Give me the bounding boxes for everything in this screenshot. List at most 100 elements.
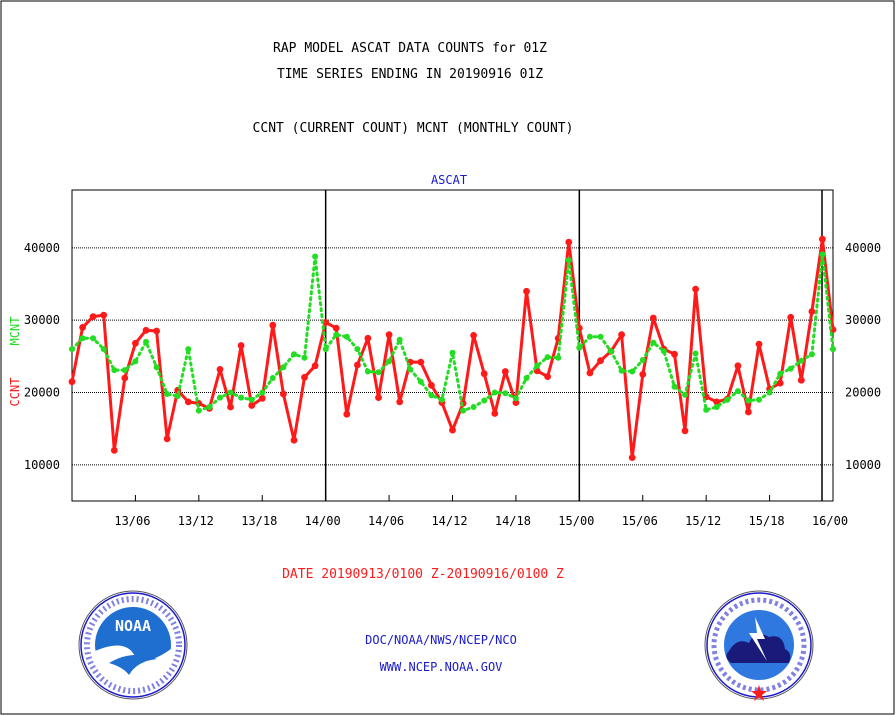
data-point-ccnt bbox=[311, 362, 319, 370]
data-point-mcnt bbox=[259, 389, 266, 396]
date-range: DATE 20190913/0100 Z-20190916/0100 Z bbox=[282, 567, 564, 582]
noaa-logo: NOAA bbox=[78, 590, 188, 700]
data-point-mcnt bbox=[195, 407, 202, 414]
data-point-mcnt bbox=[132, 358, 139, 365]
data-point-ccnt bbox=[797, 376, 805, 384]
y-tick-label-left: 10000 bbox=[24, 458, 60, 472]
y-tick-label-right: 20000 bbox=[845, 386, 881, 400]
x-tick-label: 14/06 bbox=[368, 514, 404, 528]
data-point-mcnt bbox=[650, 339, 657, 346]
data-point-ccnt bbox=[79, 324, 86, 331]
y-tick-label-left: 40000 bbox=[24, 241, 60, 255]
data-point-mcnt bbox=[703, 406, 710, 413]
data-point-mcnt bbox=[734, 388, 741, 395]
data-point-mcnt bbox=[830, 346, 836, 353]
data-point-ccnt bbox=[343, 410, 351, 418]
data-point-mcnt bbox=[576, 344, 583, 351]
y-axis-label-mcnt: MCNT bbox=[8, 317, 22, 346]
data-point-ccnt bbox=[269, 321, 277, 329]
data-point-mcnt bbox=[470, 404, 477, 410]
data-point-mcnt bbox=[512, 395, 519, 402]
data-point-mcnt bbox=[618, 367, 625, 374]
data-point-mcnt bbox=[671, 383, 678, 390]
data-point-ccnt bbox=[565, 238, 573, 246]
data-point-ccnt bbox=[470, 332, 477, 339]
data-point-mcnt bbox=[375, 369, 382, 376]
data-point-mcnt bbox=[766, 389, 773, 396]
noaa-logo-text: NOAA bbox=[115, 617, 151, 635]
data-point-ccnt bbox=[628, 454, 636, 461]
data-point-mcnt bbox=[206, 404, 213, 410]
data-point-mcnt bbox=[756, 396, 762, 403]
data-point-ccnt bbox=[597, 357, 604, 365]
data-point-mcnt bbox=[69, 346, 75, 353]
data-point-mcnt bbox=[491, 389, 498, 396]
data-point-mcnt bbox=[417, 378, 424, 385]
x-tick-label: 14/00 bbox=[305, 514, 341, 528]
data-point-mcnt bbox=[227, 389, 234, 396]
data-point-mcnt bbox=[322, 346, 329, 353]
data-point-mcnt bbox=[660, 348, 667, 355]
data-point-mcnt bbox=[586, 333, 593, 340]
x-tick-label: 15/06 bbox=[622, 514, 658, 528]
data-point-mcnt bbox=[745, 397, 752, 404]
data-point-mcnt bbox=[90, 335, 97, 342]
data-point-mcnt bbox=[428, 392, 435, 399]
data-point-mcnt bbox=[111, 367, 118, 374]
series-description: CCNT (CURRENT COUNT) MCNT (MONTHLY COUNT… bbox=[253, 121, 574, 136]
data-point-mcnt bbox=[819, 251, 826, 258]
data-point-mcnt bbox=[333, 331, 340, 338]
data-point-ccnt bbox=[819, 235, 826, 243]
data-point-ccnt bbox=[354, 361, 361, 369]
data-point-ccnt bbox=[375, 394, 382, 401]
data-point-ccnt bbox=[216, 366, 224, 373]
website-link[interactable]: WWW.NCEP.NOAA.GOV bbox=[380, 660, 503, 674]
data-point-ccnt bbox=[639, 371, 647, 378]
data-point-mcnt bbox=[185, 346, 192, 353]
data-point-ccnt bbox=[153, 327, 161, 335]
data-point-ccnt bbox=[586, 369, 594, 377]
data-point-ccnt bbox=[755, 340, 763, 348]
x-tick-label: 15/18 bbox=[749, 514, 785, 528]
data-point-mcnt bbox=[280, 364, 287, 371]
data-point-ccnt bbox=[132, 339, 139, 347]
data-point-mcnt bbox=[808, 351, 815, 358]
data-point-mcnt bbox=[174, 393, 181, 400]
data-point-mcnt bbox=[555, 354, 562, 361]
data-point-mcnt bbox=[143, 338, 149, 345]
data-point-mcnt bbox=[544, 354, 551, 361]
y-tick-label-left: 30000 bbox=[24, 313, 60, 327]
x-tick-label: 14/18 bbox=[495, 514, 531, 528]
data-point-mcnt bbox=[460, 407, 467, 414]
nws-logo bbox=[704, 590, 814, 701]
data-point-mcnt bbox=[692, 350, 699, 357]
data-point-mcnt bbox=[724, 396, 731, 403]
data-point-mcnt bbox=[639, 357, 646, 363]
data-point-ccnt bbox=[544, 373, 551, 380]
chart-title: ASCAT bbox=[431, 173, 467, 187]
data-point-mcnt bbox=[682, 391, 688, 398]
x-tick-label: 15/00 bbox=[558, 514, 594, 528]
data-point-mcnt bbox=[291, 351, 297, 358]
data-point-ccnt bbox=[618, 331, 625, 339]
data-point-ccnt bbox=[787, 313, 795, 321]
data-point-mcnt bbox=[787, 365, 794, 372]
data-point-mcnt bbox=[629, 368, 636, 375]
data-point-ccnt bbox=[110, 447, 118, 454]
data-point-mcnt bbox=[364, 368, 371, 375]
data-point-ccnt bbox=[449, 426, 456, 434]
data-point-ccnt bbox=[512, 399, 520, 406]
data-point-mcnt bbox=[153, 364, 160, 371]
data-point-ccnt bbox=[692, 285, 699, 293]
x-tick-label: 15/12 bbox=[685, 514, 721, 528]
data-point-ccnt bbox=[121, 374, 129, 382]
data-point-mcnt bbox=[608, 348, 614, 355]
data-point-mcnt bbox=[121, 367, 128, 374]
data-point-mcnt bbox=[301, 354, 308, 361]
data-point-mcnt bbox=[565, 257, 572, 264]
data-point-ccnt bbox=[480, 370, 488, 378]
data-point-ccnt bbox=[364, 334, 372, 342]
data-point-mcnt bbox=[343, 333, 350, 340]
data-point-mcnt bbox=[238, 394, 245, 401]
